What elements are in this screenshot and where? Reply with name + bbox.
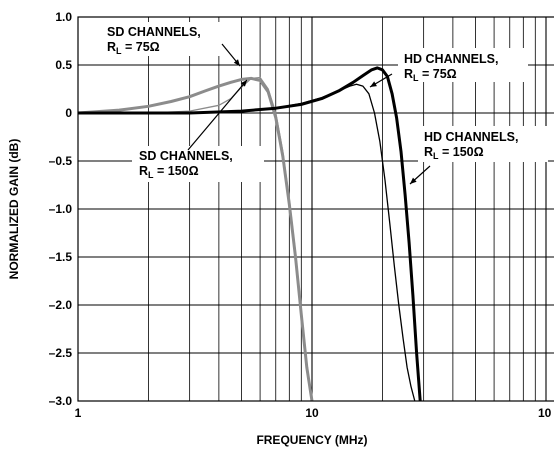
arrow-head bbox=[240, 80, 247, 87]
y-tick-label: 0 bbox=[65, 106, 72, 120]
annotation-text: SD CHANNELS, bbox=[107, 25, 201, 39]
series-line-2 bbox=[78, 76, 313, 402]
y-tick-label: –2.0 bbox=[49, 298, 73, 312]
annotation-text: SD CHANNELS, bbox=[139, 149, 233, 163]
annotation-text: HD CHANNELS, bbox=[404, 52, 498, 66]
series-group bbox=[77, 66, 422, 402]
series-line-3 bbox=[78, 66, 422, 402]
series-line-4 bbox=[78, 83, 416, 402]
y-tick-label: –1.0 bbox=[49, 202, 73, 216]
annotation-text: RL = 75Ω bbox=[404, 67, 457, 83]
annotation-text: RL = 150Ω bbox=[139, 164, 199, 180]
tick-labels: 1.0 0.5 0 –0.5 –1.0 –1.5 –2.0 –2.5 –3.01 10 10 bbox=[49, 10, 552, 420]
arrow-head bbox=[233, 59, 240, 66]
x-tick-label: 1 bbox=[75, 406, 82, 420]
annotation-text: RL = 150Ω bbox=[424, 145, 484, 161]
annotation-text: HD CHANNELS, bbox=[424, 130, 518, 144]
plot-frame bbox=[77, 16, 554, 402]
annotation-box bbox=[132, 146, 264, 182]
y-tick-label: –3.0 bbox=[49, 394, 73, 408]
x-tick-label: 10 bbox=[538, 406, 552, 420]
annotation-boxes bbox=[102, 22, 548, 182]
y-tick-label: 1.0 bbox=[55, 10, 72, 24]
arrow-head bbox=[370, 81, 377, 87]
annotation-arrows bbox=[187, 43, 431, 185]
y-tick-label: –2.5 bbox=[49, 346, 73, 360]
y-axis-label: NORMALIZED GAIN (dB) bbox=[7, 139, 21, 280]
annotation-arrow bbox=[187, 79, 248, 151]
y-tick-label: –0.5 bbox=[49, 154, 73, 168]
x-tick-label: 10 bbox=[305, 406, 319, 420]
y-tick-label: –1.5 bbox=[49, 250, 73, 264]
annotation-box bbox=[398, 48, 528, 82]
annotation-box bbox=[418, 126, 548, 162]
y-tick-label: 0.5 bbox=[55, 58, 72, 72]
annotation-text: RL = 75Ω bbox=[107, 40, 160, 56]
annotation-box bbox=[102, 22, 220, 56]
x-axis-label: FREQUENCY (MHz) bbox=[256, 433, 367, 447]
arrow-head bbox=[410, 177, 417, 184]
